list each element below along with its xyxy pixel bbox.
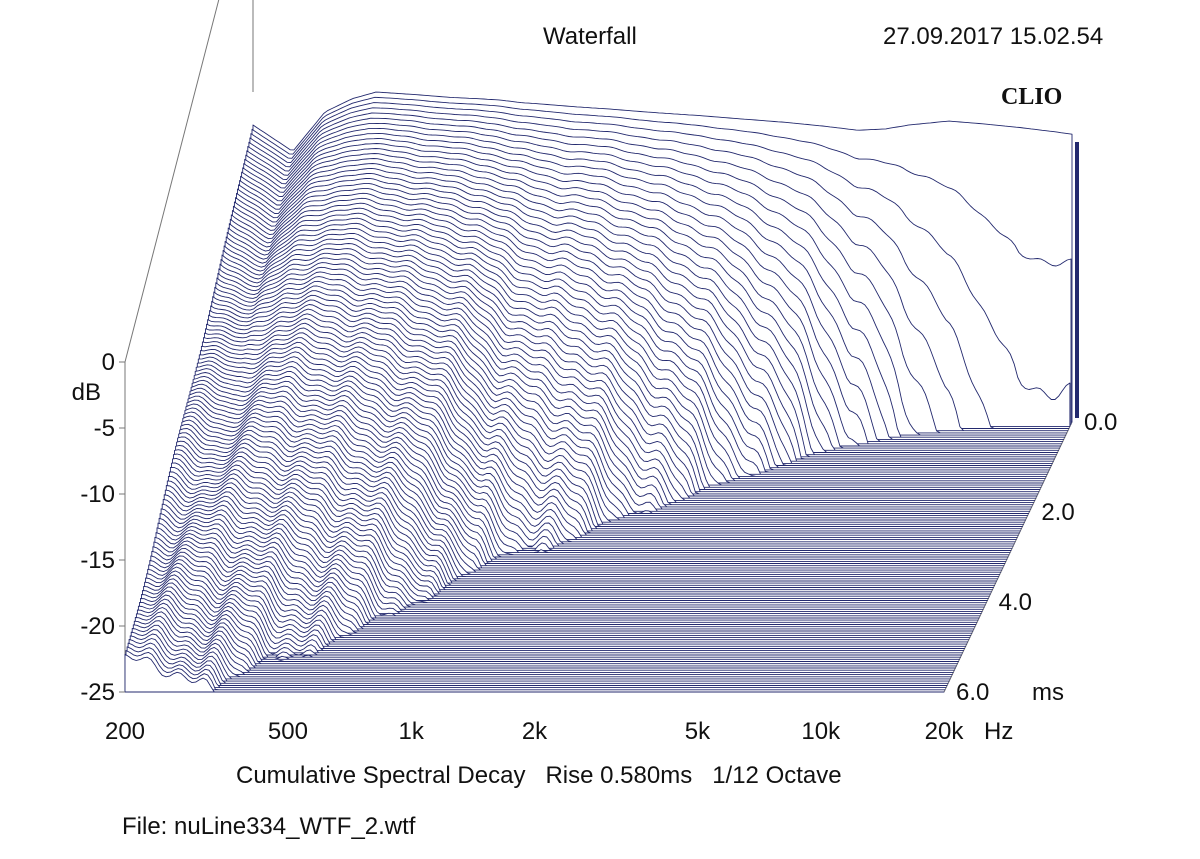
z-tick-label: 6.0 (956, 679, 989, 706)
z-axis-unit: ms (1032, 679, 1064, 706)
file-name: File: nuLine334_WTF_2.wtf (122, 813, 416, 840)
back-wall-edge (252, 0, 254, 92)
z-tick-label: 0.0 (1084, 409, 1117, 436)
x-axis-unit: Hz (984, 718, 1013, 745)
y-tick-label: -5 (94, 415, 115, 442)
y-tick-label: 0 (102, 349, 115, 376)
x-tick-label: 500 (268, 718, 308, 745)
y-tick-label: -25 (80, 679, 115, 706)
y-tick-label: -20 (80, 613, 115, 640)
y-axis-label: dB (72, 379, 101, 406)
x-tick-label: 10k (801, 718, 841, 745)
x-tick-label: 20k (925, 718, 965, 745)
waterfall-slices (124, 91, 1073, 693)
x-tick-label: 5k (685, 718, 711, 745)
y-tick-label: -10 (80, 481, 115, 508)
waterfall-slice (124, 653, 945, 693)
x-tick-label: 2k (522, 718, 548, 745)
clio-logo: CLIO (1001, 84, 1063, 110)
waterfall-slice (160, 508, 981, 617)
y-tick-label: -15 (80, 547, 115, 574)
chart-caption: Cumulative Spectral Decay Rise 0.580ms 1… (236, 762, 842, 789)
timestamp: 27.09.2017 15.02.54 (883, 23, 1104, 50)
tick-labels: 200 500 1k 2k 5k 10k 20k Hz 0 -5 -10 -15 -20 -25 dB 0.0… (72, 349, 1118, 745)
chart-title: Waterfall (543, 23, 637, 50)
waterfall-slice (161, 503, 982, 615)
x-tick-label: 1k (399, 718, 425, 745)
z-tick-label: 4.0 (999, 589, 1032, 616)
x-tick-label: 200 (105, 718, 145, 745)
z-tick-label: 2.0 (1041, 499, 1074, 526)
depth-edge-top (124, 0, 220, 363)
